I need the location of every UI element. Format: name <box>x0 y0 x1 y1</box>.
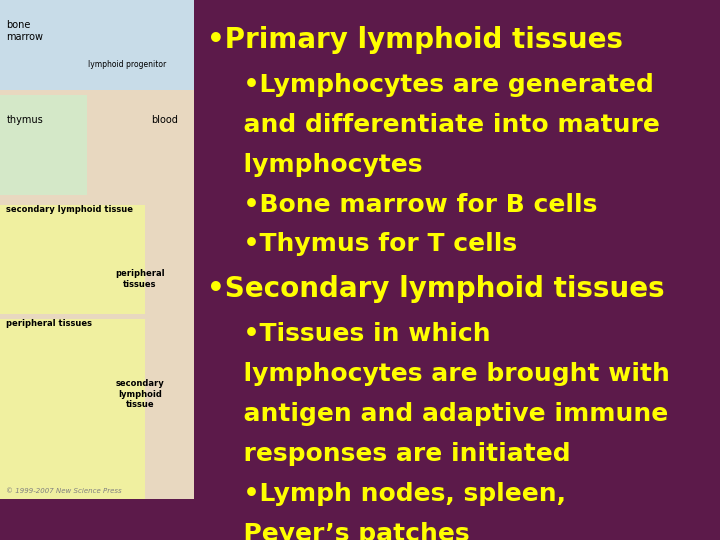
FancyBboxPatch shape <box>0 205 145 314</box>
Text: bone
marrow: bone marrow <box>6 20 43 42</box>
Text: lymphocytes are brought with: lymphocytes are brought with <box>226 362 670 386</box>
Text: •Tissues in which: •Tissues in which <box>226 322 490 346</box>
Text: peripheral
tissues: peripheral tissues <box>115 269 165 289</box>
Text: •Bone marrow for B cells: •Bone marrow for B cells <box>226 193 597 217</box>
FancyBboxPatch shape <box>0 0 194 90</box>
Text: •Thymus for T cells: •Thymus for T cells <box>226 232 517 256</box>
Text: © 1999-2007 New Science Press: © 1999-2007 New Science Press <box>6 488 122 494</box>
Text: thymus: thymus <box>6 114 43 125</box>
Text: •Secondary lymphoid tissues: •Secondary lymphoid tissues <box>207 275 665 303</box>
FancyBboxPatch shape <box>0 95 87 194</box>
Text: •Lymph nodes, spleen,: •Lymph nodes, spleen, <box>226 482 566 506</box>
Text: lymphocytes: lymphocytes <box>226 153 423 177</box>
Text: blood: blood <box>151 114 178 125</box>
Text: secondary
lymphoid
tissue: secondary lymphoid tissue <box>115 379 164 409</box>
FancyBboxPatch shape <box>0 0 194 499</box>
Text: peripheral tissues: peripheral tissues <box>6 319 92 328</box>
Text: •Lymphocytes are generated: •Lymphocytes are generated <box>226 73 654 97</box>
Text: antigen and adaptive immune: antigen and adaptive immune <box>226 402 668 426</box>
Text: and differentiate into mature: and differentiate into mature <box>226 113 660 137</box>
Text: Peyer’s patches: Peyer’s patches <box>226 522 469 540</box>
Text: responses are initiated: responses are initiated <box>226 442 570 466</box>
Text: •Primary lymphoid tissues: •Primary lymphoid tissues <box>207 26 623 54</box>
Text: lymphoid progenitor: lymphoid progenitor <box>88 60 166 69</box>
Text: secondary lymphoid tissue: secondary lymphoid tissue <box>6 205 133 213</box>
FancyBboxPatch shape <box>0 319 145 499</box>
